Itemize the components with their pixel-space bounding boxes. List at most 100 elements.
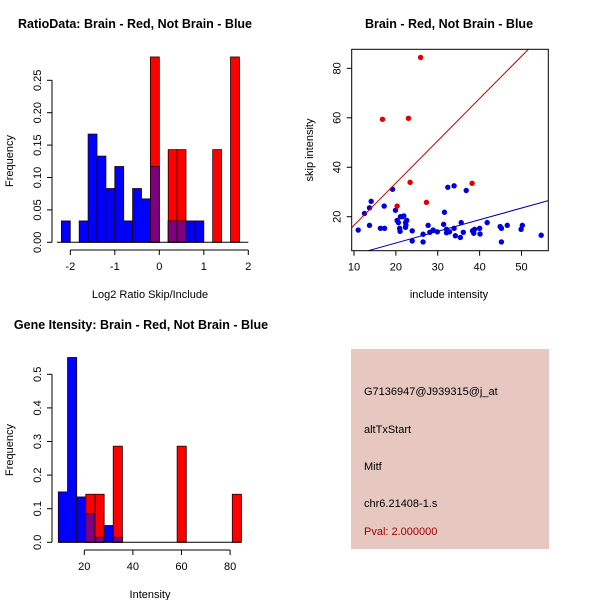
point-not-brain bbox=[446, 229, 453, 235]
point-not-brain bbox=[476, 225, 483, 232]
y-tick-label: 0.25 bbox=[32, 70, 44, 91]
point-not-brain bbox=[409, 238, 415, 244]
gene-intensity-histogram: Gene Itensity: Brain - Red, Not Brain - … bbox=[4, 318, 268, 600]
probe-id: G7136947@J939315@j_at bbox=[364, 386, 498, 398]
scatter-xlabel: include intensity bbox=[410, 289, 489, 301]
x-tick-label: 60 bbox=[175, 561, 187, 573]
bar-not-brain bbox=[103, 525, 114, 543]
bar-overlap bbox=[167, 220, 178, 243]
y-tick-label: 40 bbox=[332, 161, 344, 173]
point-not-brain bbox=[377, 225, 384, 232]
point-not-brain bbox=[484, 219, 490, 226]
bar-not-brain bbox=[141, 198, 151, 243]
point-not-brain bbox=[355, 227, 361, 233]
x-tick-label: -1 bbox=[110, 261, 120, 273]
regression-line bbox=[366, 200, 549, 251]
x-tick-label: 40 bbox=[127, 561, 139, 573]
scatter-title: Brain - Red, Not Brain - Blue bbox=[365, 17, 533, 31]
regression-line bbox=[351, 49, 530, 229]
event-type: altTxStart bbox=[364, 424, 412, 436]
y-tick-label: 0.4 bbox=[32, 400, 44, 415]
gene-name: Mitf bbox=[364, 461, 382, 473]
point-not-brain bbox=[381, 203, 387, 209]
x-tick-label: 0 bbox=[156, 261, 162, 273]
bar-not-brain bbox=[67, 357, 78, 543]
x-tick-label: 50 bbox=[515, 262, 527, 274]
point-not-brain bbox=[366, 205, 373, 211]
point-not-brain bbox=[498, 239, 505, 245]
point-brain bbox=[405, 115, 412, 121]
bar-overlap bbox=[176, 220, 187, 243]
point-not-brain bbox=[392, 207, 399, 213]
y-tick-label: 80 bbox=[332, 62, 344, 74]
x-tick-label: 20 bbox=[78, 561, 90, 573]
bar-brain bbox=[230, 56, 240, 243]
x-tick-label: 2 bbox=[245, 261, 251, 273]
point-not-brain bbox=[361, 210, 368, 217]
point-not-brain bbox=[401, 213, 407, 219]
x-tick-label: 30 bbox=[432, 262, 444, 274]
p-value: Pval: 2.000000 bbox=[364, 526, 438, 538]
bar-not-brain bbox=[61, 220, 71, 243]
y-tick-label: 0.2 bbox=[32, 467, 44, 482]
bar-not-brain bbox=[123, 220, 133, 243]
point-not-brain bbox=[498, 225, 505, 232]
bar-overlap bbox=[94, 536, 105, 543]
point-not-brain bbox=[404, 217, 410, 224]
point-brain bbox=[407, 179, 413, 186]
point-brain bbox=[394, 203, 400, 209]
point-not-brain bbox=[430, 227, 436, 233]
bar-not-brain bbox=[87, 133, 98, 243]
point-not-brain bbox=[538, 232, 544, 238]
bar-not-brain bbox=[194, 220, 205, 243]
point-not-brain bbox=[452, 233, 459, 239]
y-tick-label: 0.5 bbox=[32, 367, 44, 382]
bar-not-brain bbox=[78, 220, 89, 243]
y-tick-label: 60 bbox=[332, 112, 344, 124]
bar-brain bbox=[112, 445, 123, 543]
point-not-brain bbox=[420, 239, 426, 245]
y-tick-label: 0.20 bbox=[32, 102, 44, 123]
point-not-brain bbox=[463, 187, 469, 194]
x-tick-label: 1 bbox=[201, 261, 207, 273]
y-tick-label: 0.1 bbox=[32, 501, 44, 516]
ratio-histogram-ylabel: Frequency bbox=[4, 135, 16, 187]
info-panel: G7136947@J939315@j_at altTxStart Mitf ch… bbox=[351, 349, 549, 549]
bar-overlap bbox=[149, 166, 160, 243]
bar-not-brain bbox=[114, 166, 125, 243]
point-not-brain bbox=[402, 224, 409, 231]
gene-histogram-ylabel: Frequency bbox=[4, 424, 16, 476]
point-not-brain bbox=[457, 234, 464, 241]
bar-not-brain bbox=[132, 188, 142, 243]
bar-overlap bbox=[85, 513, 96, 543]
ratio-histogram-title: RatioData: Brain - Red, Not Brain - Blue bbox=[18, 17, 252, 31]
point-not-brain bbox=[451, 183, 457, 189]
x-tick-label: -2 bbox=[65, 261, 75, 273]
y-tick-label: 0.05 bbox=[32, 199, 44, 220]
bar-not-brain bbox=[57, 491, 68, 543]
point-not-brain bbox=[440, 221, 447, 228]
gene-histogram-xlabel: Intensity bbox=[130, 589, 171, 600]
point-not-brain bbox=[477, 231, 483, 237]
point-brain bbox=[469, 180, 475, 187]
bar-brain bbox=[231, 493, 242, 543]
intensity-scatter: Brain - Red, Not Brain - Blue include in… bbox=[304, 17, 549, 301]
bar-brain bbox=[176, 445, 187, 543]
x-tick-label: 80 bbox=[224, 561, 236, 573]
bar-not-brain bbox=[105, 188, 116, 243]
y-tick-label: 0.10 bbox=[32, 167, 44, 188]
y-tick-label: 0.00 bbox=[32, 232, 44, 253]
y-tick-label: 0.15 bbox=[32, 134, 44, 155]
bar-not-brain bbox=[96, 155, 107, 243]
genomic-location: chr6.21408-1.s bbox=[364, 498, 438, 510]
point-not-brain bbox=[368, 198, 374, 205]
point-brain bbox=[417, 54, 424, 61]
plot-box bbox=[351, 48, 549, 252]
point-not-brain bbox=[425, 222, 431, 229]
ratio-histogram-xlabel: Log2 Ratio Skip/Include bbox=[92, 289, 208, 301]
point-not-brain bbox=[389, 186, 396, 192]
x-tick-label: 20 bbox=[390, 262, 402, 274]
x-tick-label: 10 bbox=[348, 262, 360, 274]
point-not-brain bbox=[381, 225, 388, 232]
